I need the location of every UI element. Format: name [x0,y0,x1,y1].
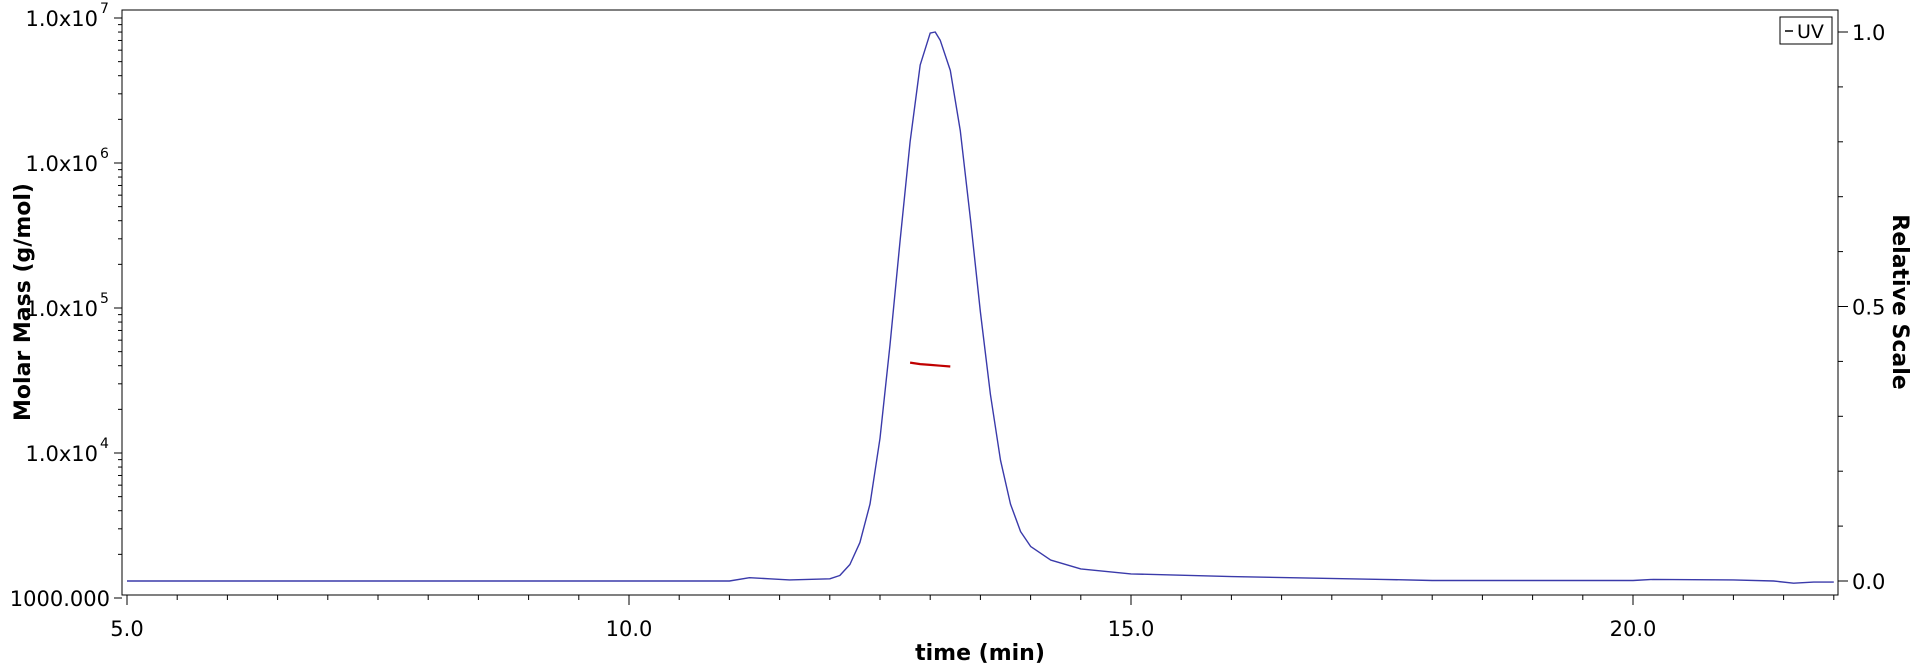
legend: UV [1779,16,1833,45]
y-tick-exponent: 4 [100,436,109,452]
x-axis-title: time (min) [915,641,1045,666]
y2-tick-label: 1.0 [1852,21,1885,45]
y-axis-title: Molar Mass (g/mol) [11,183,36,421]
y-tick-exponent: 5 [100,291,109,307]
y2-tick-label: 0.0 [1852,570,1885,594]
x-tick-label: 20.0 [1610,617,1657,641]
x-tick-label: 5.0 [110,617,143,641]
y-tick-exponent: 6 [100,146,109,162]
y-tick-label: 1.0x10 [25,152,98,176]
y-tick-label: 1.0x10 [25,297,98,321]
y2-axis-title: Relative Scale [1887,214,1912,389]
y-tick-label: 1.0x10 [25,7,98,31]
uv-trace [127,31,1834,584]
y2-tick-label: 0.5 [1852,296,1885,320]
legend-label-uv: UV [1797,21,1824,43]
x-axis: 5.0 10.0 15.0 20.0 [110,595,1835,641]
y-tick-label: 1.0x10 [25,442,98,466]
y-tick-label: 1000.000 [10,587,110,611]
series-layer [127,31,1834,584]
molar-mass-trace [909,361,951,368]
x-tick-label: 10.0 [606,617,653,641]
x-tick-label: 15.0 [1108,617,1155,641]
y-tick-exponent: 7 [100,1,109,17]
y-axis-right: 1.0 0.5 0.0 [1838,21,1885,594]
